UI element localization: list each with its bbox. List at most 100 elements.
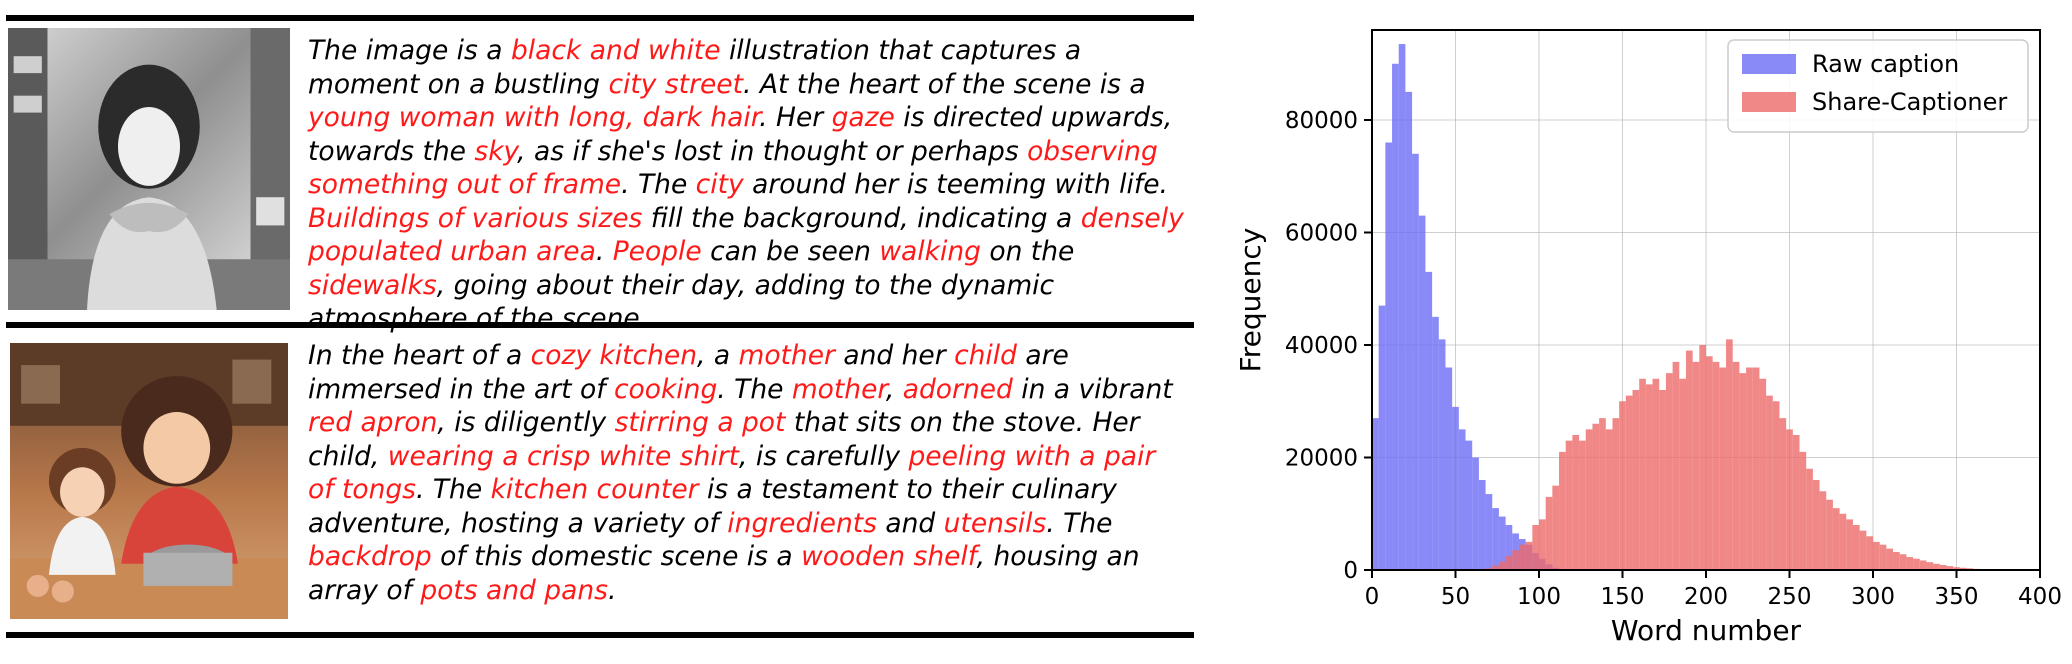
caption-text: . The: [621, 169, 696, 200]
caption-text: , as if she's lost in thought or perhaps: [517, 135, 1028, 167]
caption-text: . At the heart of the scene is a: [742, 68, 1146, 100]
y-axis-label: Frequency: [1234, 228, 1267, 373]
y-tick-label: 80000: [1285, 108, 1358, 134]
caption-text: is a testament to their culinary adventu…: [308, 474, 1117, 539]
raw-caption-bar: [1498, 516, 1506, 570]
caption-text: . The: [416, 474, 491, 505]
highlighted-phrase: peeling with a pair of tongs: [308, 440, 1156, 506]
share-captioner-bar: [1906, 557, 1914, 570]
share-captioner-bar: [1779, 418, 1787, 570]
x-tick-label: 0: [1365, 584, 1380, 610]
share-captioner-bar: [1632, 390, 1640, 570]
highlighted-phrase: red apron: [308, 407, 438, 438]
caption-text: fill the background, indicating a: [642, 202, 1081, 234]
share-captioner-bar: [1685, 350, 1693, 570]
caption-text: and: [876, 507, 944, 539]
raw-caption-bar: [1505, 525, 1513, 570]
share-captioner-bar: [1739, 373, 1747, 570]
raw-caption-bar: [1398, 44, 1406, 570]
highlighted-phrase: cozy kitchen: [530, 340, 697, 371]
y-tick-label: 40000: [1285, 333, 1358, 359]
highlighted-phrase: backdrop: [308, 541, 432, 572]
share-captioner-bar: [1832, 508, 1840, 570]
x-tick-label: 250: [1768, 584, 1812, 610]
share-captioner-bar: [1839, 513, 1847, 570]
share-captioner-bar: [1692, 361, 1700, 570]
share-captioner-bar: [1565, 440, 1573, 570]
caption-text: and her: [834, 340, 955, 371]
share-captioner-bar: [1819, 491, 1827, 570]
share-captioner-bar: [1572, 435, 1580, 570]
kitchen-illustration-image: [10, 343, 288, 619]
share-captioner-bar: [1826, 499, 1833, 570]
share-captioner-bar: [1699, 345, 1706, 570]
legend-label: Raw caption: [1812, 50, 1959, 78]
caption-text: . Her: [759, 102, 832, 133]
highlighted-phrase: adorned: [902, 373, 1013, 405]
raw-caption-bar: [1372, 418, 1379, 570]
share-captioner-bar: [1759, 378, 1767, 570]
share-captioner-bar: [1605, 429, 1613, 570]
share-captioner-bar: [1645, 384, 1653, 570]
legend-swatch: [1742, 92, 1796, 112]
x-tick-label: 350: [1935, 584, 1979, 610]
caption-2: In the heart of a cozy kitchen, a mother…: [308, 339, 1188, 607]
highlighted-phrase: sidewalks: [308, 269, 437, 301]
x-tick-label: 400: [2018, 584, 2062, 610]
share-captioner-bar: [1726, 339, 1733, 570]
share-captioner-bar: [1505, 555, 1513, 570]
caption-text: is directed upwards, towards the: [308, 102, 1173, 167]
caption-text: . The: [1046, 507, 1113, 539]
share-captioner-bar: [1873, 541, 1880, 570]
share-captioner-bar: [1619, 401, 1626, 570]
share-captioner-bar: [1772, 401, 1780, 570]
share-captioner-bar: [1525, 541, 1533, 570]
raw-caption-bar: [1392, 63, 1399, 570]
highlighted-phrase: wearing a crisp white shirt: [387, 440, 740, 472]
share-captioner-bar: [1852, 525, 1860, 570]
highlighted-phrase: gaze: [831, 102, 895, 133]
caption-text: .: [595, 236, 613, 267]
share-captioner-bar: [1866, 536, 1873, 570]
caption-text: , a: [697, 340, 739, 371]
x-tick-label: 50: [1441, 584, 1470, 610]
share-captioner-bar: [1552, 485, 1560, 570]
caption-text: . The: [717, 373, 792, 405]
share-captioner-bar: [1559, 451, 1566, 570]
share-captioner-bar: [1812, 480, 1820, 570]
share-captioner-bar: [1579, 440, 1586, 570]
share-captioner-bar: [1893, 552, 1900, 570]
raw-caption-bar: [1405, 91, 1413, 570]
share-captioner-bar: [1665, 373, 1673, 570]
share-captioner-bar: [1532, 525, 1539, 570]
share-captioner-bar: [1953, 567, 1960, 570]
x-tick-label: 200: [1684, 584, 1728, 610]
share-captioner-bar: [1792, 435, 1800, 570]
caption-text: ,: [885, 373, 903, 405]
share-captioner-bar: [1859, 530, 1867, 570]
share-captioner-bar: [1719, 367, 1727, 570]
share-captioner-bar: [1585, 429, 1593, 570]
raw-caption-bar: [1438, 339, 1446, 570]
highlighted-phrase: child: [954, 340, 1017, 371]
highlighted-phrase: pots and pans: [420, 574, 608, 606]
city-illustration-image: [8, 28, 290, 310]
share-captioner-bar: [1913, 558, 1920, 570]
raw-caption-bar: [1485, 494, 1493, 570]
caption-text: , housing an array of: [308, 541, 1140, 606]
caption-text: on the: [980, 236, 1075, 267]
share-captioner-bar: [1806, 468, 1813, 570]
raw-caption-bar: [1472, 457, 1479, 570]
highlighted-phrase: sky: [474, 135, 518, 167]
share-captioner-bar: [1612, 418, 1620, 570]
raw-caption-bar: [1425, 271, 1433, 570]
share-captioner-bar: [1926, 562, 1934, 570]
share-captioner-bar: [1625, 395, 1633, 570]
highlighted-phrase: Buildings of various sizes: [308, 202, 643, 234]
share-captioner-bar: [1879, 544, 1887, 570]
share-captioner-bar: [1518, 544, 1526, 570]
caption-text: The image is a: [308, 35, 511, 66]
share-captioner-bar: [1746, 367, 1753, 570]
share-captioner-bar: [1899, 554, 1907, 570]
share-captioner-bar: [1919, 560, 1927, 570]
